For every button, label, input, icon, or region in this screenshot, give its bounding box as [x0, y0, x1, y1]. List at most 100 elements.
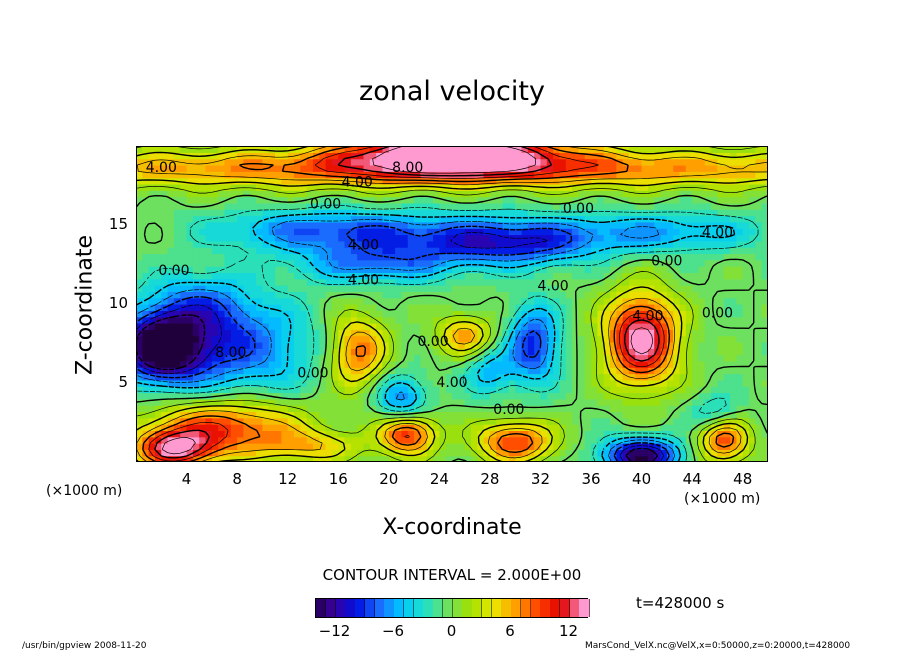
heatmap-cell	[249, 253, 257, 261]
heatmap-cell	[350, 335, 358, 343]
heatmap-cell	[508, 405, 516, 413]
heatmap-cell	[470, 152, 478, 160]
heatmap-cell	[502, 209, 510, 217]
heatmap-cell	[357, 209, 365, 217]
heatmap-cell	[546, 417, 554, 425]
heatmap-cell	[357, 164, 365, 172]
heatmap-cell	[249, 379, 257, 387]
heatmap-cell	[445, 202, 453, 210]
heatmap-cell	[553, 379, 561, 387]
heatmap-cell	[572, 436, 579, 444]
heatmap-cell	[287, 215, 295, 223]
heatmap-cell	[218, 297, 226, 305]
heatmap-cell	[559, 398, 567, 406]
heatmap-cell	[262, 360, 270, 368]
heatmap-cell	[173, 228, 181, 236]
heatmap-cell	[414, 259, 421, 267]
heatmap-cell	[641, 183, 649, 191]
heatmap-cell	[256, 278, 263, 286]
heatmap-cell	[565, 411, 573, 419]
heatmap-cell	[553, 291, 561, 299]
heatmap-cell	[439, 190, 447, 198]
heatmap-cell	[420, 152, 428, 160]
heatmap-cell	[249, 310, 257, 318]
heatmap-cell	[205, 196, 213, 204]
heatmap-cell	[742, 171, 750, 179]
heatmap-cell	[736, 152, 744, 160]
heatmap-cell	[546, 354, 554, 362]
heatmap-cell	[666, 247, 674, 255]
heatmap-cell	[420, 247, 428, 255]
heatmap-cell	[711, 430, 719, 438]
heatmap-cell	[161, 158, 169, 166]
heatmap-cell	[136, 436, 143, 444]
heatmap-cell	[369, 215, 377, 223]
heatmap-cell	[395, 164, 403, 172]
heatmap-cell	[439, 367, 447, 375]
heatmap-cell	[477, 291, 485, 299]
heatmap-cell	[294, 209, 301, 217]
heatmap-cell	[148, 196, 156, 204]
heatmap-cell	[211, 164, 219, 172]
heatmap-cell	[142, 215, 150, 223]
heatmap-cell	[167, 354, 175, 362]
heatmap-cell	[603, 146, 611, 153]
heatmap-cell	[622, 228, 630, 236]
heatmap-cell	[294, 417, 301, 425]
heatmap-cell	[578, 253, 586, 261]
heatmap-cell	[603, 171, 611, 179]
heatmap-cell	[477, 266, 485, 273]
heatmap-cell	[622, 171, 630, 179]
heatmap-cell	[704, 354, 712, 362]
heatmap-cell	[249, 316, 257, 324]
heatmap-cell	[382, 146, 390, 153]
heatmap-cell	[749, 310, 756, 318]
heatmap-cell	[749, 297, 756, 305]
heatmap-cell	[704, 221, 712, 229]
heatmap-cell	[407, 379, 415, 387]
heatmap-cell	[616, 291, 624, 299]
heatmap-cell	[610, 304, 617, 311]
heatmap-cell	[489, 386, 497, 394]
heatmap-cell	[591, 240, 598, 248]
heatmap-cell	[508, 310, 516, 318]
heatmap-cell	[452, 272, 459, 280]
heatmap-cell	[464, 335, 472, 343]
heatmap-cell	[294, 322, 301, 330]
heatmap-cell	[287, 297, 295, 305]
heatmap-cell	[439, 436, 447, 444]
heatmap-cell	[742, 310, 750, 318]
heatmap-cell	[186, 386, 194, 394]
heatmap-cell	[363, 234, 371, 242]
heatmap-cell	[489, 190, 497, 198]
heatmap-cell	[173, 285, 181, 292]
heatmap-cell	[363, 164, 371, 172]
heatmap-cell	[312, 247, 320, 255]
heatmap-cell	[704, 291, 712, 299]
heatmap-cell	[262, 455, 270, 462]
heatmap-cell	[300, 455, 308, 462]
heatmap-cell	[325, 285, 333, 292]
heatmap-cell	[388, 367, 396, 375]
heatmap-cell	[723, 304, 731, 311]
heatmap-cell	[306, 146, 314, 153]
heatmap-cell	[736, 386, 744, 394]
heatmap-cell	[382, 443, 390, 450]
heatmap-cell	[439, 379, 447, 387]
heatmap-cell	[167, 202, 175, 210]
heatmap-cell	[275, 392, 282, 400]
heatmap-cell	[154, 291, 162, 299]
heatmap-cell	[281, 392, 289, 400]
heatmap-cell	[142, 266, 150, 273]
heatmap-cell	[268, 310, 276, 318]
heatmap-cell	[515, 152, 523, 160]
heatmap-cell	[249, 209, 257, 217]
heatmap-cell	[312, 310, 320, 318]
heatmap-cell	[546, 436, 554, 444]
heatmap-cell	[306, 215, 314, 223]
heatmap-cell	[388, 266, 396, 273]
heatmap-cell	[458, 430, 466, 438]
heatmap-cell	[433, 386, 440, 394]
heatmap-cell	[730, 430, 737, 438]
heatmap-cell	[338, 354, 346, 362]
